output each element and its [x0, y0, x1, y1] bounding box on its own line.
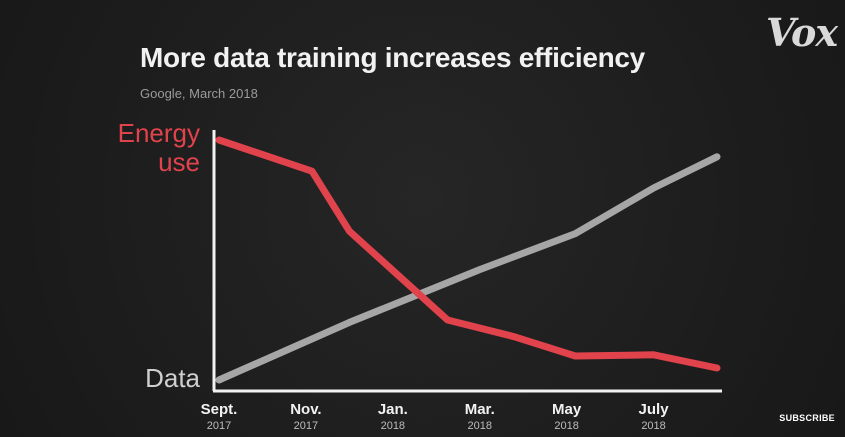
subscribe-button[interactable]: SUBSCRIBE [779, 413, 835, 423]
chart-title: More data training increases efficiency [140, 42, 645, 73]
series-line-data [215, 153, 721, 384]
x-tick-year: 2018 [381, 420, 405, 432]
x-tick-year: 2018 [641, 420, 665, 432]
x-tick-year: 2017 [294, 420, 318, 432]
x-tick-label: Nov. [290, 401, 321, 418]
vox-logo: Vox [766, 10, 838, 55]
y-label-energy-line1: Energy [118, 118, 200, 148]
x-tick-label: Jan. [378, 401, 408, 418]
x-tick-year: 2018 [554, 420, 578, 432]
x-tick-label: Mar. [465, 401, 495, 418]
y-label-energy-line2: use [158, 147, 200, 177]
x-tick-label: Sept. [201, 401, 238, 418]
x-tick-year: 2018 [467, 420, 491, 432]
x-tick-label: July [639, 401, 670, 418]
x-tick-year: 2017 [207, 420, 231, 432]
y-label-data: Data [145, 363, 200, 393]
x-tick-label: May [552, 401, 582, 418]
chart-subtitle: Google, March 2018 [140, 86, 258, 101]
series-line-energy-use [215, 136, 721, 372]
